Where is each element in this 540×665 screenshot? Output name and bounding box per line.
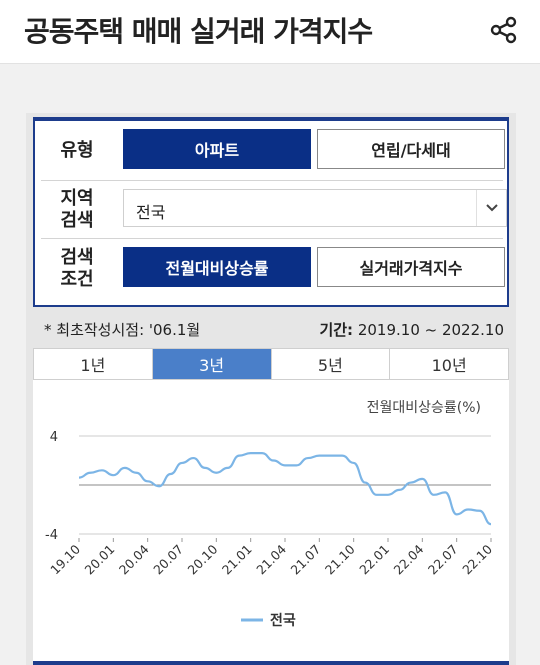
filter-row-region: 지역 검색 전국 <box>41 181 507 239</box>
filter-label-type: 유형 <box>60 140 94 161</box>
share-icon[interactable] <box>488 14 520 46</box>
first-point-note: * 최초작성시점: '06.1월 <box>44 321 201 339</box>
series-line-national <box>78 452 492 526</box>
condition-price-index-button[interactable]: 실거래가격지수 <box>317 247 505 287</box>
page-title: 공동주택 매매 실거래 가격지수 <box>24 15 373 48</box>
x-tick-label: 20.01 <box>82 542 118 578</box>
type-villa-button[interactable]: 연립/다세대 <box>317 129 505 169</box>
chart-container: 전월대비상승률(%) 4 -4 19.10 20.01 20.04 20.07 20.10 21… <box>33 380 509 661</box>
period-text: 기간: 2019.10 ~ 2022.10 <box>319 321 504 339</box>
filter-row-type: 유형 아파트 연립/다세대 <box>41 121 505 181</box>
tab-5y[interactable]: 5년 <box>272 349 391 379</box>
period-tabs: 1년 3년 5년 10년 <box>33 348 509 380</box>
condition-change-rate-button[interactable]: 전월대비상승률 <box>123 247 311 287</box>
y-axis-label: 전월대비상승률(%) <box>367 400 481 416</box>
tab-10y[interactable]: 10년 <box>431 356 467 375</box>
tab-1y[interactable]: 1년 <box>34 349 153 379</box>
filter-label-condition: 검색 조건 <box>60 247 94 290</box>
y-tick-label: 4 <box>50 430 58 445</box>
row-divider <box>41 238 503 239</box>
x-tick-label: 21.10 <box>322 541 358 577</box>
bottom-border <box>33 661 509 665</box>
x-tick-label: 22.01 <box>356 542 392 578</box>
filter-box: 유형 아파트 연립/다세대 지역 검색 전국 검색 조건 전월대비상승률 실거래가격… <box>33 117 509 307</box>
x-tick-label: 19.10 <box>47 541 83 577</box>
region-select[interactable]: 전국 <box>123 189 507 227</box>
x-tick-label: 22.07 <box>425 542 461 578</box>
x-tick-label: 20.04 <box>116 541 152 577</box>
x-tick-label: 22.10 <box>459 541 495 577</box>
line-chart: 전월대비상승률(%)4-419.1020.0120.0420.0720.1021… <box>45 400 495 629</box>
legend-label: 전국 <box>270 612 296 629</box>
row-divider <box>41 180 503 181</box>
chart-info: * 최초작성시점: '06.1월 기간: 2019.10 ~ 2022.10 <box>44 319 504 339</box>
x-tick-label: 22.04 <box>391 541 427 577</box>
filter-label-region: 지역 검색 <box>60 188 94 231</box>
tab-3y[interactable]: 3년 <box>152 349 272 379</box>
region-select-value: 전국 <box>136 203 166 222</box>
chevron-down-icon <box>476 190 506 226</box>
y-tick-label: -4 <box>45 528 58 543</box>
x-tick-label: 21.01 <box>219 542 255 578</box>
x-tick-label: 20.10 <box>185 541 221 577</box>
type-apartment-button[interactable]: 아파트 <box>123 129 311 169</box>
app-header: 공동주택 매매 실거래 가격지수 <box>0 0 540 64</box>
filter-row-condition: 검색 조건 전월대비상승률 실거래가격지수 <box>41 239 505 299</box>
x-tick-label: 21.04 <box>253 541 289 577</box>
x-tick-label: 20.07 <box>150 542 186 578</box>
x-tick-label: 21.07 <box>288 542 324 578</box>
